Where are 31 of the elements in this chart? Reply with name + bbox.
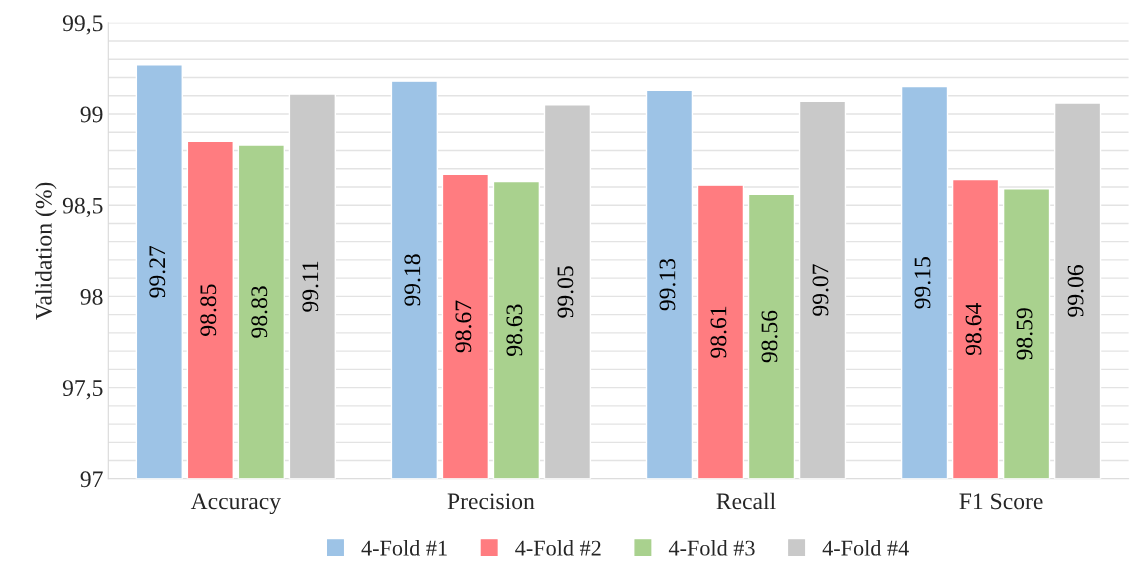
y-tick-label: 99,5 <box>62 15 103 35</box>
data-label: 98.83 <box>251 286 268 338</box>
x-tick-label: Recall <box>716 492 776 510</box>
data-label: 98.61 <box>710 306 727 358</box>
data-label: 99.11 <box>302 261 319 312</box>
data-label: 98.59 <box>1016 308 1033 360</box>
y-tick-label: 97,5 <box>62 380 103 400</box>
data-label: 98.63 <box>506 304 523 356</box>
data-label: 98.85 <box>200 284 217 336</box>
y-tick-label: 98 <box>80 288 103 305</box>
legend-label: 4-Fold #4 <box>822 539 909 556</box>
x-tick-label: Accuracy <box>190 493 281 515</box>
data-label: 98.67 <box>455 300 472 353</box>
data-label: 99.07 <box>812 264 829 316</box>
legend-label: 4-Fold #2 <box>515 539 601 556</box>
data-label: 99.06 <box>1067 265 1084 317</box>
legend-label: 4-Fold #3 <box>668 539 755 556</box>
x-tick-label: Precision <box>447 493 535 510</box>
y-tick-label: 98,5 <box>62 197 103 218</box>
data-label: 99.18 <box>404 254 421 306</box>
data-label: 99.13 <box>659 258 676 311</box>
data-label: 99.05 <box>557 266 574 318</box>
data-label: 99.27 <box>149 245 166 298</box>
data-label: 99.15 <box>914 257 931 309</box>
data-label: 98.64 <box>965 303 982 356</box>
x-tick-label: F1 Score <box>959 493 1043 510</box>
legend-label: 4-Fold #1 <box>361 539 447 556</box>
y-tick-label: 97 <box>80 471 103 488</box>
y-tick-label: 99 <box>80 106 103 123</box>
y-axis-title: Validation (%) <box>35 182 57 320</box>
data-label: 98.56 <box>761 310 778 363</box>
